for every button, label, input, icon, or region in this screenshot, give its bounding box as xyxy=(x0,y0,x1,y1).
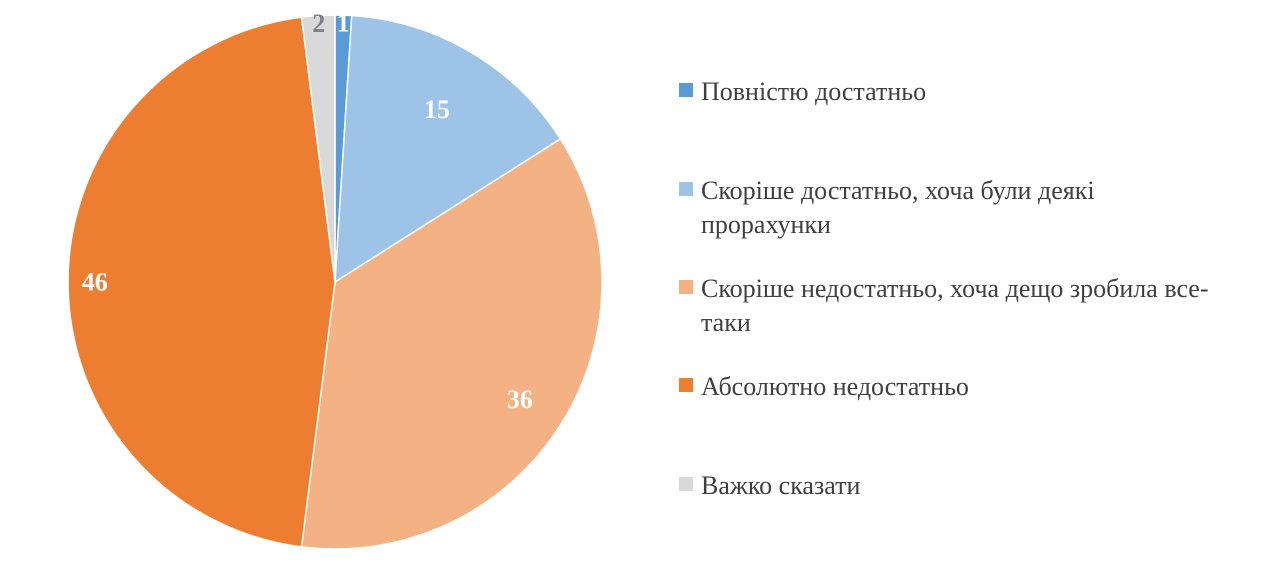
legend-item-absolutely-insufficient: Абсолютно недостатньо xyxy=(679,370,1261,404)
data-label: 15 xyxy=(424,95,450,124)
legend-swatch xyxy=(679,477,693,491)
pie-chart: 1 15 36 46 2 xyxy=(67,9,603,550)
legend-label: Повністю достатньо xyxy=(701,77,927,106)
legend-swatch xyxy=(679,378,693,392)
slice-absolutely-insufficient xyxy=(67,16,336,548)
legend-label: Абсолютно недостатньо xyxy=(701,372,969,401)
legend-label: Скоріше достатньо, хоча були деякі прора… xyxy=(701,176,1095,239)
legend-swatch xyxy=(679,83,693,97)
data-label: 46 xyxy=(82,268,108,297)
data-label: 36 xyxy=(507,385,533,414)
legend-item-rather-sufficient: Скоріше достатньо, хоча були деякі прора… xyxy=(679,174,1171,242)
legend-label: Скоріше недостатньо, хоча дещо зробила в… xyxy=(701,274,1209,337)
legend-swatch xyxy=(679,182,693,196)
legend-label: Важко сказати xyxy=(701,471,861,500)
pie-slices xyxy=(67,14,603,550)
pie-chart-svg: 1 15 36 46 2 xyxy=(67,9,603,550)
legend-swatch xyxy=(679,280,693,294)
slice-rather-sufficient xyxy=(334,14,562,284)
data-label: 1 xyxy=(337,9,350,38)
slice-rather-insufficient xyxy=(300,137,603,550)
legend-item-hard-to-say: Важко сказати xyxy=(679,469,1261,503)
legend-item-rather-insufficient: Скоріше недостатньо, хоча дещо зробила в… xyxy=(679,272,1241,340)
slice-hard-to-say xyxy=(300,14,336,283)
chart-legend: Повністю достатньо Скоріше достатньо, хо… xyxy=(679,0,1279,567)
pie-data-labels: 1 15 36 46 2 xyxy=(82,9,533,414)
legend-item-fully-sufficient: Повністю достатньо xyxy=(679,75,1261,109)
data-label: 2 xyxy=(312,9,325,38)
